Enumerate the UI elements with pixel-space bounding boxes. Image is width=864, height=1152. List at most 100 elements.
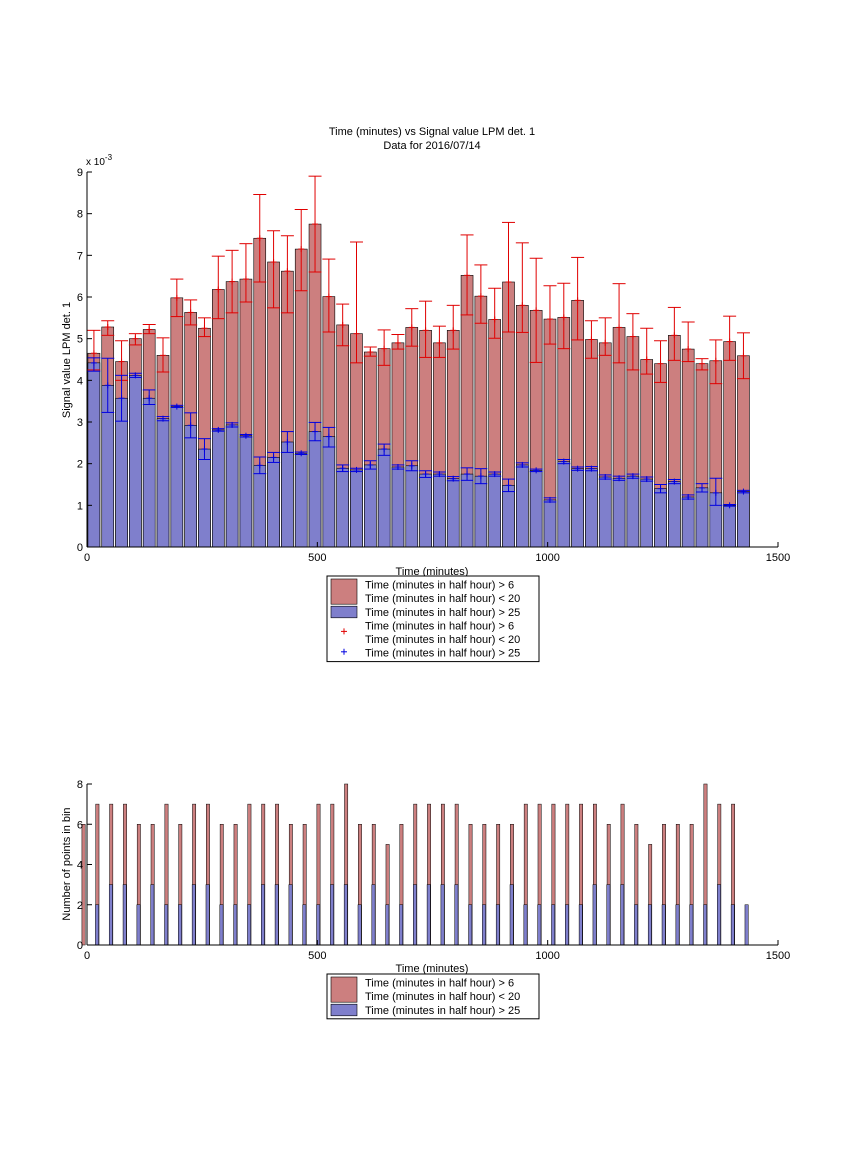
bar <box>647 904 652 946</box>
bar <box>488 473 501 548</box>
legend-swatch <box>330 578 358 605</box>
legend-label: Time (minutes in half hour) > 25 <box>365 1005 520 1017</box>
bar <box>261 884 265 946</box>
x-tick-label: 1500 <box>766 950 790 962</box>
y-tick-label: 1 <box>77 500 83 512</box>
x-axis-label: Time (minutes) <box>396 566 469 578</box>
bars-layer <box>87 223 750 548</box>
bar <box>108 884 113 946</box>
bar <box>294 452 308 548</box>
bar <box>350 469 363 548</box>
legend-swatch <box>330 1003 358 1017</box>
bar <box>703 904 708 946</box>
bar <box>391 466 405 548</box>
bar <box>150 884 155 946</box>
legend-label: Time (minutes in half hour) > 6 <box>365 580 514 592</box>
bar <box>426 884 431 946</box>
bar <box>399 904 404 946</box>
error-bars-layer <box>87 175 750 509</box>
bar <box>330 884 334 946</box>
signal-chart: Time (minutes) vs Signal value LPM det. … <box>61 126 790 663</box>
bar <box>440 884 445 946</box>
bar <box>551 904 556 946</box>
legend-swatch <box>330 976 358 1003</box>
bar <box>474 475 488 548</box>
bar <box>219 904 224 946</box>
legend-box <box>326 575 540 663</box>
x-tick-label: 0 <box>84 950 90 962</box>
bar <box>454 884 459 946</box>
axes: 0 500 1000 1500 0 1 2 3 4 5 6 7 8 9 <box>77 167 790 564</box>
y-tick-label: 8 <box>77 209 83 221</box>
bar <box>578 904 583 946</box>
bar <box>205 884 210 946</box>
y-tick-label: 8 <box>77 779 83 791</box>
bar <box>675 904 680 946</box>
bars-layer <box>81 783 749 946</box>
bar <box>689 904 694 946</box>
y-tick-label: 5 <box>77 334 83 346</box>
x-tick-label: 500 <box>308 552 326 564</box>
chart-title: Time (minutes) vs Signal value LPM det. … <box>329 126 535 138</box>
bar <box>136 904 141 946</box>
bar <box>419 473 432 548</box>
bar <box>316 904 321 946</box>
axes: 0 500 1000 1500 0 2 4 6 8 <box>77 779 790 962</box>
bar <box>585 468 598 548</box>
x-tick-label: 1000 <box>535 950 559 962</box>
bar <box>482 904 486 946</box>
x-tick-label: 1500 <box>766 552 790 564</box>
bar <box>129 375 142 548</box>
x-tick-label: 1000 <box>535 552 559 564</box>
y-tick-label: 0 <box>77 940 83 952</box>
bar <box>377 448 391 548</box>
x-axis-label: Time (minutes) <box>396 963 469 975</box>
bar <box>730 904 735 946</box>
y-tick-label: 6 <box>77 819 83 831</box>
bar <box>446 478 460 548</box>
y-exponent-label: x 10-3 <box>86 153 113 168</box>
bar <box>460 473 474 548</box>
bar <box>640 478 653 548</box>
legend-label: Time (minutes in half hour) < 20 <box>365 634 520 646</box>
y-tick-label: 3 <box>77 417 83 429</box>
bar <box>343 884 348 946</box>
bar <box>198 448 211 548</box>
bar <box>681 496 695 548</box>
bar <box>247 904 251 946</box>
bar <box>164 904 169 946</box>
bar <box>405 465 419 548</box>
x-tick-label: 0 <box>84 552 90 564</box>
bar <box>592 884 597 946</box>
legend-label: Time (minutes in half hour) < 20 <box>365 991 520 1003</box>
legend-label: Time (minutes in half hour) < 20 <box>365 593 520 605</box>
y-axis-label: Signal value LPM det. 1 <box>61 302 73 418</box>
bar <box>281 441 294 548</box>
bar <box>717 884 721 946</box>
bar <box>626 475 640 548</box>
bar <box>95 904 99 946</box>
y-tick-label: 0 <box>77 542 83 554</box>
bar <box>253 465 267 548</box>
bar <box>212 429 225 548</box>
y-tick-label: 9 <box>77 167 83 179</box>
bar <box>336 467 349 548</box>
bar <box>267 457 280 548</box>
bar <box>468 904 473 946</box>
bar <box>413 884 417 946</box>
bar <box>288 884 293 946</box>
bar <box>737 491 750 548</box>
bar <box>371 884 376 946</box>
bar <box>529 470 543 548</box>
bar <box>523 904 528 946</box>
bar <box>723 505 736 548</box>
bar <box>274 884 279 946</box>
legend-label: Time (minutes in half hour) > 6 <box>365 978 514 990</box>
y-tick-label: 4 <box>77 375 83 387</box>
bar <box>598 476 612 548</box>
bar <box>225 424 239 548</box>
bar <box>495 904 500 946</box>
bar <box>516 464 529 548</box>
